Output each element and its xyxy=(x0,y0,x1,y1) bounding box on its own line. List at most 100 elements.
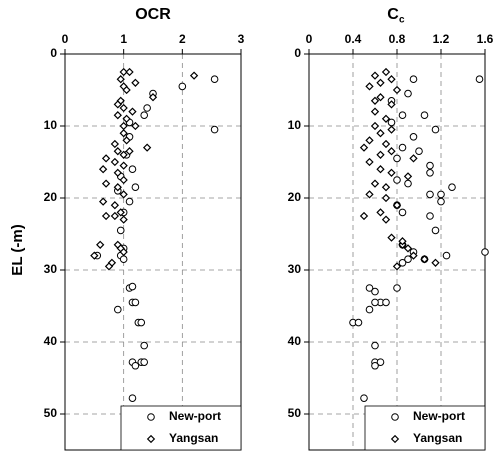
marker-circle xyxy=(426,169,434,177)
marker-circle xyxy=(354,318,363,327)
marker-diamond xyxy=(431,258,440,267)
plot-frame xyxy=(64,53,242,451)
marker-circle xyxy=(409,75,418,83)
marker-circle xyxy=(210,75,219,83)
marker-diamond xyxy=(142,143,152,152)
y-tick-label: 30 xyxy=(288,262,302,276)
marker-diamond xyxy=(113,168,122,177)
x-tick-label: 1.2 xyxy=(433,32,450,46)
marker-circle xyxy=(391,413,399,421)
marker-diamond xyxy=(119,190,128,199)
marker-circle xyxy=(393,176,401,184)
marker-circle xyxy=(448,183,456,191)
marker-diamond xyxy=(387,233,396,242)
marker-circle xyxy=(140,111,148,119)
marker-circle xyxy=(128,165,137,173)
marker-diamond xyxy=(365,136,374,145)
y-tick-label: 40 xyxy=(288,334,302,348)
marker-circle xyxy=(393,284,401,292)
x-tick-label: 3 xyxy=(238,32,245,46)
legend-box xyxy=(364,405,486,451)
marker-circle xyxy=(119,255,128,264)
marker-diamond xyxy=(125,147,134,156)
marker-diamond xyxy=(392,262,402,271)
marker-diamond xyxy=(131,78,140,87)
marker-diamond xyxy=(116,75,125,84)
marker-circle xyxy=(475,75,484,83)
marker-circle xyxy=(404,89,412,98)
marker-diamond xyxy=(381,139,391,149)
marker-diamond xyxy=(119,129,128,138)
marker-circle xyxy=(481,248,489,256)
marker-circle xyxy=(128,394,137,402)
x-tick-label: 1 xyxy=(120,32,127,46)
marker-diamond xyxy=(119,175,128,185)
marker-diamond xyxy=(119,150,128,159)
marker-circle xyxy=(409,133,418,141)
marker-circle xyxy=(360,394,368,402)
marker-diamond xyxy=(119,215,128,224)
marker-diamond xyxy=(376,129,385,138)
marker-diamond xyxy=(113,111,122,120)
marker-diamond xyxy=(392,201,402,210)
marker-diamond xyxy=(370,121,380,131)
marker-diamond xyxy=(148,93,158,102)
x-tick-label: 2 xyxy=(179,32,186,46)
marker-diamond xyxy=(392,85,402,95)
marker-diamond xyxy=(119,103,128,113)
marker-diamond xyxy=(420,255,429,264)
marker-diamond xyxy=(98,197,108,206)
marker-circle xyxy=(371,361,379,370)
marker-circle xyxy=(376,358,385,366)
marker-circle xyxy=(210,125,219,134)
x-tick-label: 0.4 xyxy=(345,32,362,46)
marker-diamond xyxy=(398,237,407,246)
marker-diamond xyxy=(110,201,120,210)
marker-diamond xyxy=(110,157,120,167)
chart-title-subscript: c xyxy=(399,15,405,26)
marker-diamond xyxy=(113,100,122,109)
marker-diamond xyxy=(387,168,396,177)
marker-circle xyxy=(137,318,146,327)
y-tick-label: 20 xyxy=(288,190,302,204)
marker-diamond xyxy=(116,208,125,217)
marker-circle xyxy=(398,259,407,267)
marker-diamond xyxy=(365,82,374,91)
y-tick-label: 10 xyxy=(288,118,302,132)
marker-diamond xyxy=(376,78,385,87)
marker-circle xyxy=(431,125,440,134)
legend-label: Yangsan xyxy=(413,431,462,445)
marker-circle xyxy=(114,305,122,314)
marker-circle xyxy=(404,255,412,264)
marker-circle xyxy=(398,111,407,119)
marker-circle xyxy=(131,298,140,307)
marker-diamond xyxy=(376,93,385,102)
marker-circle xyxy=(371,287,379,296)
marker-diamond xyxy=(387,125,396,134)
marker-diamond xyxy=(370,71,380,80)
marker-circle xyxy=(387,118,396,127)
marker-diamond xyxy=(119,247,128,257)
marker-circle xyxy=(147,413,155,421)
x-tick-label: 0.8 xyxy=(389,32,406,46)
marker-circle xyxy=(131,361,140,370)
marker-diamond xyxy=(110,211,120,221)
y-tick-label: 40 xyxy=(44,334,58,348)
marker-circle xyxy=(442,251,451,260)
chart-title: OCR xyxy=(135,6,171,23)
marker-circle xyxy=(437,197,445,206)
marker-diamond xyxy=(101,179,111,188)
marker-circle xyxy=(426,161,434,170)
marker-circle xyxy=(178,82,187,91)
marker-circle xyxy=(404,179,412,188)
marker-diamond xyxy=(122,136,131,145)
marker-diamond xyxy=(131,121,140,131)
marker-diamond xyxy=(101,211,111,221)
x-tick-label: 0 xyxy=(306,32,313,46)
y-tick-label: 0 xyxy=(294,46,301,60)
marker-diamond xyxy=(104,262,114,271)
marker-diamond xyxy=(113,147,122,156)
marker-circle xyxy=(371,298,379,307)
marker-diamond xyxy=(370,179,380,188)
